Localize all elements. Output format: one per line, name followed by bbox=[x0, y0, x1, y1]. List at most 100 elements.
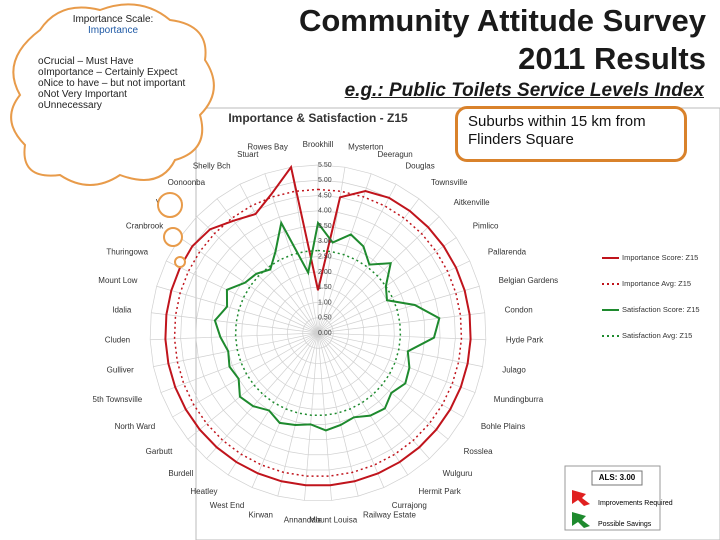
scale-item: Nice to have – but not important bbox=[38, 78, 188, 89]
spoke bbox=[317, 332, 483, 367]
axis-label: Burdell bbox=[168, 469, 193, 478]
series-line bbox=[234, 249, 402, 416]
spoke bbox=[317, 285, 480, 334]
spoke bbox=[317, 332, 359, 497]
spoke bbox=[317, 167, 346, 334]
r-tick-label: 1.00 bbox=[318, 299, 332, 306]
r-tick-label: 4.00 bbox=[318, 208, 332, 215]
axis-label: Condon bbox=[505, 305, 533, 314]
spoke bbox=[317, 184, 397, 334]
spoke bbox=[151, 312, 319, 334]
axis-label: Julago bbox=[502, 366, 526, 375]
spoke bbox=[317, 332, 409, 476]
axis-label: Bohle Plains bbox=[481, 422, 525, 431]
r-tick-label: 5.50 bbox=[318, 162, 332, 169]
axis-label: Cranbrook bbox=[126, 221, 164, 230]
spoke bbox=[317, 198, 420, 334]
chart-title: Importance & Satisfaction - Z15 bbox=[228, 111, 408, 125]
red-arrow bbox=[572, 490, 590, 506]
spoke bbox=[277, 332, 319, 497]
spoke bbox=[317, 332, 430, 459]
grid-line bbox=[241, 256, 395, 410]
spoke bbox=[317, 332, 464, 418]
slide-subtitle: e.g.: Public Toilets Service Levels Inde… bbox=[340, 80, 708, 102]
axis-label: Belgian Gardens bbox=[499, 276, 559, 285]
legend-label: Importance Avg: Z15 bbox=[622, 279, 691, 288]
spoke bbox=[153, 332, 319, 367]
annotation: Possible Savings bbox=[598, 521, 652, 528]
series-line bbox=[173, 188, 463, 477]
r-tick-label: 2.00 bbox=[318, 269, 332, 276]
scale-subtitle: Importance bbox=[87, 25, 139, 36]
grid-line bbox=[210, 225, 426, 440]
axis-label: Townsville bbox=[431, 178, 468, 187]
axis-label: Currajong bbox=[392, 501, 427, 510]
spoke bbox=[290, 167, 319, 334]
spoke bbox=[317, 237, 457, 334]
series-line bbox=[164, 164, 472, 487]
axis-label: Thuringowa bbox=[106, 248, 148, 257]
axis-label: Pimlico bbox=[473, 221, 499, 230]
axis-label: North Ward bbox=[115, 422, 156, 431]
als-frame bbox=[591, 470, 643, 486]
r-tick-label: 5.00 bbox=[318, 177, 332, 184]
scale-item: Not Very Important bbox=[38, 89, 188, 100]
spoke bbox=[150, 332, 319, 341]
spoke bbox=[196, 216, 319, 334]
legend-label: Satisfaction Score: Z15 bbox=[622, 305, 700, 314]
grid-line bbox=[149, 164, 487, 501]
spoke bbox=[317, 216, 440, 334]
axis-label: Heatley bbox=[190, 487, 217, 496]
axis-label: West End bbox=[210, 501, 245, 510]
axis-label: Cluden bbox=[105, 336, 130, 345]
axis-label: Mysterton bbox=[348, 143, 383, 152]
scale-item: Crucial – Must Have bbox=[38, 56, 188, 67]
scale-title: Importance Scale: bbox=[72, 14, 154, 25]
spoke bbox=[172, 332, 319, 418]
spoke bbox=[206, 332, 319, 459]
spoke bbox=[317, 173, 372, 334]
slide-title: Community Attitude Survey 2011 Results bbox=[298, 3, 706, 76]
axis-label: Mount Louisa bbox=[309, 515, 358, 524]
axis-label: Brookhill bbox=[303, 140, 334, 149]
spoke bbox=[179, 237, 319, 334]
axis-label: Hermit Park bbox=[418, 487, 461, 496]
axis-label: Idalia bbox=[112, 305, 132, 314]
axis-label: Wulguru bbox=[443, 469, 473, 478]
r-tick-label: 0.50 bbox=[318, 315, 332, 322]
series-line bbox=[213, 219, 441, 432]
axis-label: Oonoonba bbox=[168, 178, 206, 187]
scale-item: Importance – Certainly Expect bbox=[38, 67, 188, 78]
annotation: Improvements Required bbox=[598, 500, 673, 507]
axis-label: Mundingburra bbox=[494, 395, 544, 404]
grid-line bbox=[287, 302, 349, 364]
spoke bbox=[317, 332, 385, 488]
axis-label: Aitkenville bbox=[454, 198, 491, 207]
spoke bbox=[317, 332, 449, 440]
scale-item: Unnecessary bbox=[38, 100, 188, 111]
axis-label: Railway Estate bbox=[363, 511, 416, 520]
r-tick-label: 1.50 bbox=[318, 284, 332, 291]
spoke bbox=[227, 332, 319, 476]
spoke bbox=[317, 260, 470, 334]
axis-label: Annandale bbox=[284, 515, 323, 524]
grid-line bbox=[271, 286, 365, 380]
spoke bbox=[317, 332, 476, 393]
r-tick-label: 3.50 bbox=[318, 223, 332, 230]
scale-list: Crucial – Must HaveImportance – Certainl… bbox=[38, 56, 188, 111]
spoke bbox=[187, 332, 319, 440]
importance-scale: Importance Scale: Importance Crucial – M… bbox=[38, 14, 188, 111]
axis-label: 5th Townsville bbox=[93, 395, 143, 404]
callout: Suburbs within 15 km from Flinders Squar… bbox=[455, 106, 687, 162]
grid-line bbox=[195, 210, 441, 456]
r-tick-label: 0.00 bbox=[318, 330, 332, 337]
spoke bbox=[251, 332, 319, 488]
axis-label: Rosslea bbox=[464, 447, 493, 456]
als-label: ALS: 3.00 bbox=[599, 473, 636, 482]
green-arrow bbox=[572, 512, 590, 528]
axis-label: Douglas bbox=[405, 162, 434, 171]
axis-label: Gulliver bbox=[107, 366, 134, 375]
axis-label: Deeragun bbox=[378, 150, 413, 159]
